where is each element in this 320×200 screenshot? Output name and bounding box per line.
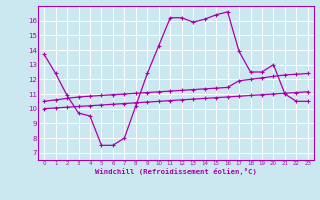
X-axis label: Windchill (Refroidissement éolien,°C): Windchill (Refroidissement éolien,°C)	[95, 168, 257, 175]
